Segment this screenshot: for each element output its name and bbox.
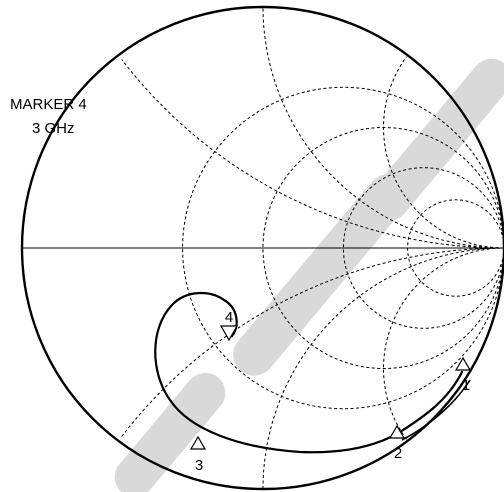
marker-4-triangle [219,325,239,342]
marker-2: 2 [388,424,406,462]
marker-4-label: 4 [225,309,233,326]
marker-3: 3 [189,435,207,474]
watermark [114,58,504,492]
marker-1-label: 1 [462,377,470,394]
reactance-arc-3 [383,56,504,249]
marker-3-triangle [189,435,207,450]
marker-readout-frequency: 3 GHz [32,120,75,137]
marker-1-triangle [454,356,472,371]
marker-2-label: 2 [394,445,402,462]
reactance-arc-2 [262,6,504,249]
marker-readout-title: MARKER 4 [10,96,87,113]
marker-span-arc [401,379,471,441]
marker-3-label: 3 [195,457,203,474]
reactance-arc-5 [262,247,504,490]
reactance-arc-1 [121,59,504,249]
reactance-arc-4 [121,247,504,437]
marker-4: 4 [219,309,239,342]
marker-2-triangle [388,424,406,439]
marker-1: 1 [454,356,472,394]
reactance-arc-6 [383,247,504,440]
